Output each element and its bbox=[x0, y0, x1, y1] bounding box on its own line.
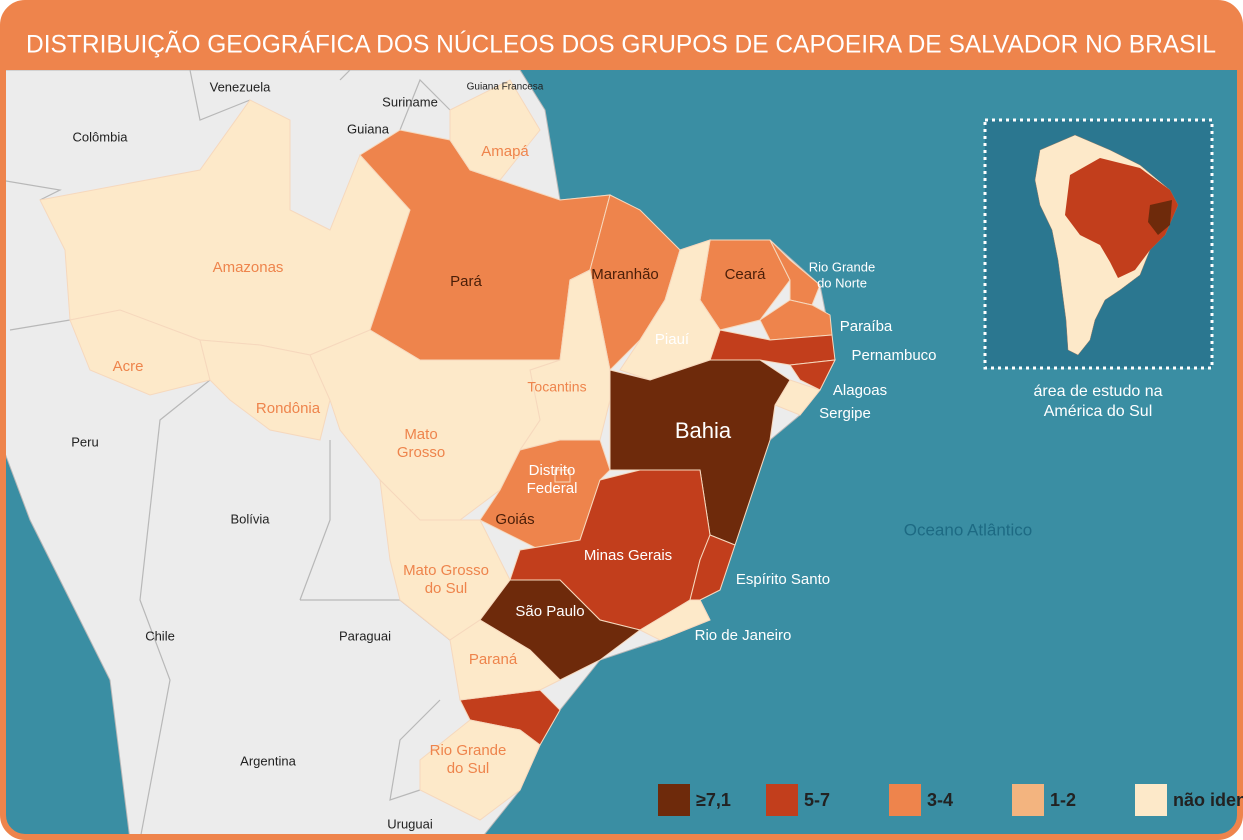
country-label: Bolívia bbox=[230, 511, 270, 526]
state-label: Sergipe bbox=[819, 405, 871, 422]
legend-label: ≥7,1 bbox=[696, 790, 731, 810]
country-label: Guiana bbox=[347, 121, 390, 136]
legend-swatch bbox=[1135, 784, 1167, 816]
legend-label: não identificados bbox=[1173, 790, 1243, 810]
labels: Amazonas Pará Amapá Maranhão Ceará Rio Grande… bbox=[71, 79, 1162, 831]
state-label: do Norte bbox=[817, 275, 867, 290]
states bbox=[39, 79, 836, 821]
inset-bahia bbox=[1148, 200, 1172, 235]
state-label: Bahia bbox=[675, 418, 732, 443]
country-label: Venezuela bbox=[210, 79, 271, 94]
state-label: Grosso bbox=[397, 444, 445, 461]
state-shape bbox=[449, 619, 561, 701]
legend: ≥7,1 5-7 3-4 1-2 não identificados bbox=[658, 784, 1243, 816]
state-label: Paraná bbox=[469, 651, 518, 668]
legend-swatch bbox=[658, 784, 690, 816]
state-label: Tocantins bbox=[527, 379, 586, 395]
state-shape bbox=[419, 719, 541, 821]
state-label: Amapá bbox=[481, 143, 529, 160]
state-label: Acre bbox=[113, 358, 144, 375]
state-shape bbox=[638, 599, 711, 641]
state-label: Amazonas bbox=[213, 259, 284, 276]
state-label: Piauí bbox=[655, 331, 690, 348]
state-label: Mato Grosso bbox=[403, 562, 489, 579]
legend-label: 1-2 bbox=[1050, 790, 1076, 810]
state-label: Pernambuco bbox=[851, 347, 936, 364]
state-label: Pará bbox=[450, 273, 482, 290]
state-label: do Sul bbox=[447, 760, 490, 777]
country-label: Argentina bbox=[240, 753, 296, 768]
state-label: Ceará bbox=[725, 266, 767, 283]
state-label: Paraíba bbox=[840, 318, 893, 335]
state-label: Rio de Janeiro bbox=[695, 627, 792, 644]
state-shape bbox=[199, 339, 331, 441]
state-shape bbox=[449, 79, 541, 181]
state-label: Rio Grande bbox=[809, 259, 875, 274]
inset-caption: área de estudo na bbox=[1034, 383, 1163, 400]
legend-label: 5-7 bbox=[804, 790, 830, 810]
inset-brazil bbox=[1065, 158, 1178, 278]
state-label: Alagoas bbox=[833, 382, 887, 399]
country-label: Paraguai bbox=[339, 628, 391, 643]
ocean-label: Oceano Atlântico bbox=[904, 520, 1033, 539]
country-label: Guiana Francesa bbox=[467, 82, 544, 93]
legend-swatch bbox=[766, 784, 798, 816]
state-label: Rondônia bbox=[256, 400, 321, 417]
state-label: Minas Gerais bbox=[584, 547, 672, 564]
country-label: Suriname bbox=[382, 94, 438, 109]
title: DISTRIBUIÇÃO GEOGRÁFICA DOS NÚCLEOS DOS … bbox=[26, 30, 1216, 59]
state-label: Rio Grande bbox=[430, 742, 507, 759]
state-shape bbox=[554, 469, 571, 483]
state-label: Maranhão bbox=[591, 266, 659, 283]
country-label: Uruguai bbox=[387, 816, 433, 831]
state-label: Federal bbox=[527, 480, 578, 497]
state-label: do Sul bbox=[425, 580, 468, 597]
country-label: Peru bbox=[71, 434, 98, 449]
state-label: Mato bbox=[404, 426, 437, 443]
legend-label: 3-4 bbox=[927, 790, 953, 810]
legend-swatch bbox=[889, 784, 921, 816]
inset-caption: América do Sul bbox=[1044, 403, 1153, 420]
state-label: São Paulo bbox=[515, 603, 584, 620]
country-label: Chile bbox=[145, 628, 175, 643]
country-label: Colômbia bbox=[73, 129, 129, 144]
legend-swatch bbox=[1012, 784, 1044, 816]
header-bar bbox=[3, 3, 1240, 70]
state-label: Distrito bbox=[529, 462, 576, 479]
state-label: Espírito Santo bbox=[736, 571, 830, 588]
state-label: Goiás bbox=[495, 511, 534, 528]
